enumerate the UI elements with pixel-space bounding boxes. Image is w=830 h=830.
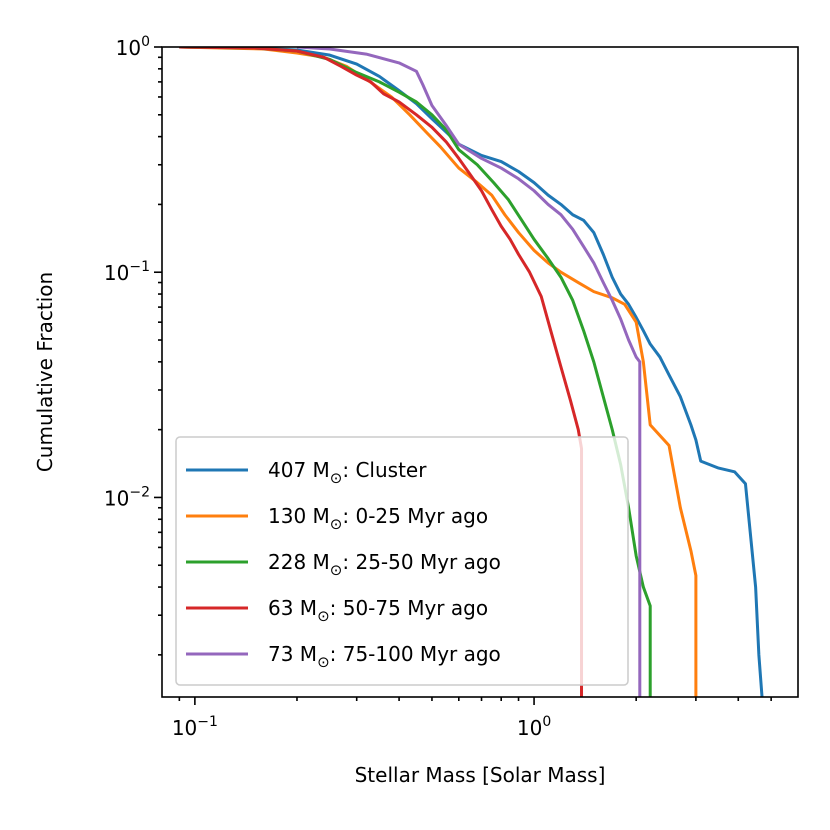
series-line-5 — [296, 47, 642, 697]
legend-box — [175, 436, 629, 686]
legend-label: 63 M⊙: 50-75 Myr ago — [268, 596, 488, 625]
x-axis-label: Stellar Mass [Solar Mass] — [355, 763, 606, 787]
y-tick-label: 10−2 — [104, 484, 150, 510]
series-line-4 — [179, 47, 584, 697]
series-group — [179, 47, 764, 697]
plot-frame — [161, 46, 799, 698]
y-axis-label: Cumulative Fraction — [33, 272, 57, 472]
